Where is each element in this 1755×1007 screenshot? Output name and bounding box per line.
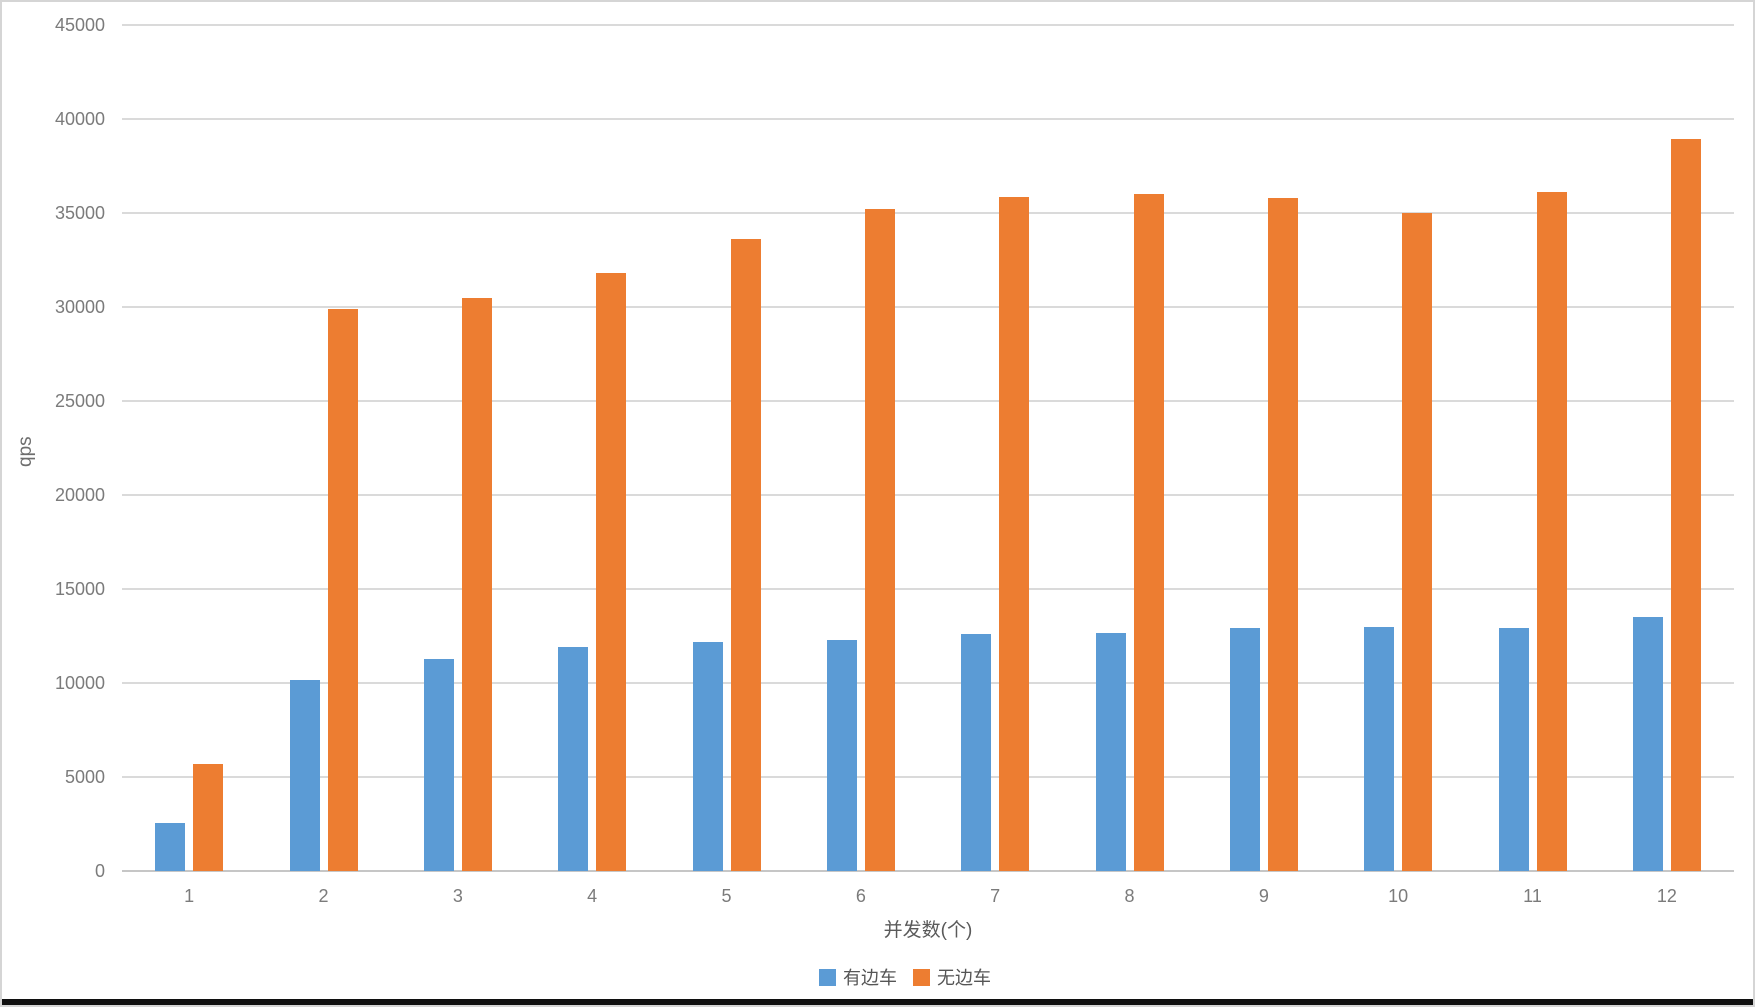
x-category-label-1: 1: [184, 886, 195, 906]
legend-item-1: 有边车: [819, 964, 897, 990]
x-category-label-8: 8: [1124, 886, 1135, 906]
bar-series1-cat1: [155, 823, 186, 871]
y-tick-label-45000: 45000: [54, 15, 105, 35]
bar-series2-cat6: [864, 209, 895, 871]
gridline-20000: [122, 494, 1734, 496]
legend-swatch-icon: [819, 968, 836, 986]
bar-series2-cat9: [1267, 197, 1298, 871]
bar-series2-cat7: [999, 197, 1030, 871]
gridline-5000: [122, 776, 1734, 778]
bar-series1-cat11: [1498, 627, 1529, 871]
legend-label: 有边车: [843, 968, 897, 988]
x-category-label-11: 11: [1523, 886, 1542, 906]
y-tick-label-30000: 30000: [54, 297, 105, 317]
legend-swatch-icon: [913, 968, 930, 986]
bar-series2-cat2: [327, 308, 358, 871]
x-axis-title: 并发数(个): [883, 920, 973, 941]
bar-series2-cat11: [1536, 192, 1567, 871]
gridline-25000: [122, 400, 1734, 402]
x-category-label-10: 10: [1388, 886, 1409, 906]
y-tick-label-0: 0: [94, 861, 105, 881]
gridline-15000: [122, 588, 1734, 590]
x-category-label-12: 12: [1656, 886, 1677, 906]
gridline-45000: [122, 24, 1734, 26]
gridline-30000: [122, 306, 1734, 308]
bar-series1-cat8: [1095, 633, 1126, 871]
bar-series1-cat9: [1229, 627, 1260, 871]
bar-series2-cat8: [1133, 194, 1164, 871]
bar-series1-cat7: [961, 634, 992, 871]
x-category-label-7: 7: [990, 886, 1001, 906]
y-tick-label-40000: 40000: [54, 109, 105, 129]
y-tick-label-35000: 35000: [54, 203, 105, 223]
bar-series2-cat4: [596, 273, 627, 871]
bar-series2-cat5: [730, 239, 761, 871]
bar-series1-cat3: [423, 658, 454, 871]
bar-series2-cat10: [1402, 213, 1433, 871]
x-category-label-4: 4: [587, 886, 598, 906]
y-tick-label-10000: 10000: [54, 673, 105, 693]
x-axis-baseline: [122, 870, 1734, 872]
bar-series2-cat3: [461, 297, 492, 871]
x-category-label-9: 9: [1258, 886, 1269, 906]
gridline-35000: [122, 212, 1734, 214]
chart-legend: 有边车 无边车: [819, 964, 991, 990]
x-category-label-5: 5: [721, 886, 732, 906]
y-tick-label-5000: 5000: [64, 767, 105, 787]
bar-series1-cat10: [1364, 626, 1395, 871]
x-category-label-6: 6: [855, 886, 866, 906]
x-category-label-2: 2: [318, 886, 329, 906]
legend-item-2: 无边车: [913, 964, 991, 990]
gridline-40000: [122, 118, 1734, 120]
bar-series2-cat12: [1670, 138, 1701, 871]
bar-series2-cat1: [193, 763, 224, 871]
y-tick-label-25000: 25000: [54, 391, 105, 411]
bar-series1-cat5: [692, 641, 723, 871]
window-bottom-edge: [2, 999, 1753, 1005]
y-tick-label-20000: 20000: [54, 485, 105, 505]
bar-series1-cat6: [826, 639, 857, 871]
y-tick-label-15000: 15000: [54, 579, 105, 599]
bar-series1-cat2: [289, 680, 320, 871]
bar-series1-cat4: [558, 647, 589, 871]
legend-label: 无边车: [937, 968, 991, 988]
x-category-label-3: 3: [452, 886, 463, 906]
gridline-10000: [122, 682, 1734, 684]
y-axis-title: qps: [15, 436, 36, 467]
bar-series1-cat12: [1632, 617, 1663, 871]
